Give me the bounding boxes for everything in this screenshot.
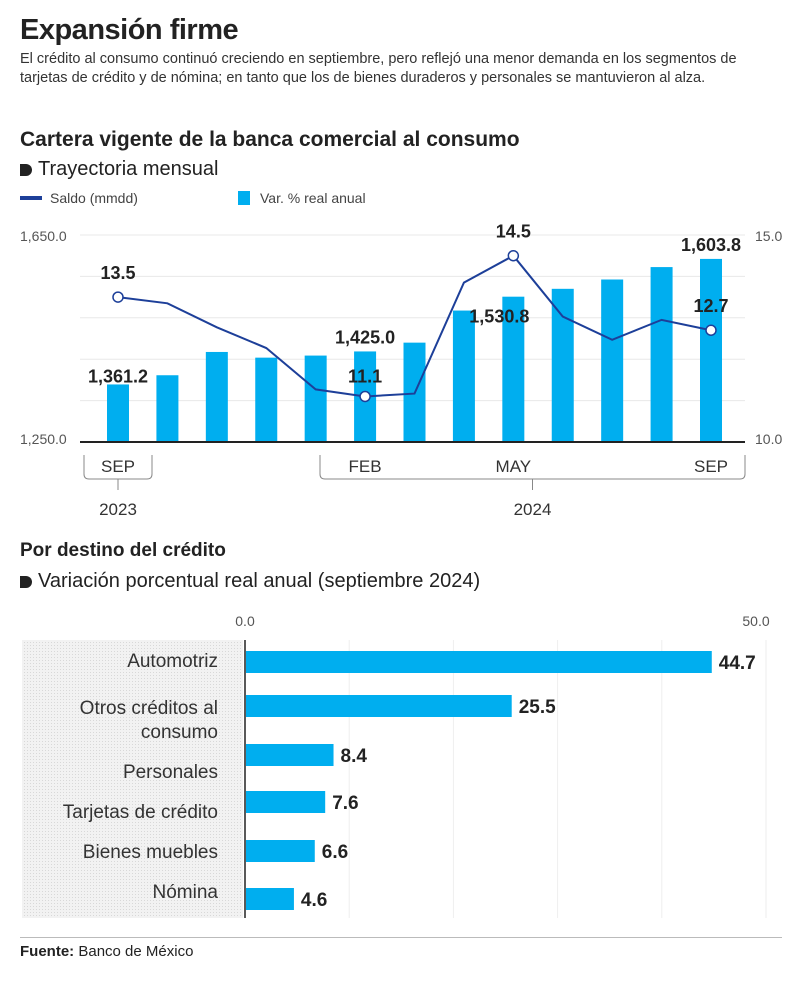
bar-2024-09 — [700, 258, 722, 442]
bar-0 — [246, 651, 712, 673]
line-marker-2023-09 — [112, 291, 124, 303]
bar-2024-01 — [304, 355, 327, 442]
category-label: Tarjetas de crédito — [63, 802, 218, 823]
chart1-plot: 13.5 11.1 14.5 12.7 1,361.2 1,425.0 1,530.8 1,6… — [20, 222, 782, 519]
line-marker-2024-02 — [359, 390, 371, 403]
bar-4 — [246, 840, 315, 862]
line-marker-2024-05 — [507, 249, 520, 262]
axis-tick: 50.0 — [742, 613, 769, 629]
line-data-label: 11.1 — [348, 366, 382, 386]
year-label: 2024 — [514, 500, 552, 519]
category-label: consumo — [141, 722, 218, 743]
bar-2024-05 — [502, 296, 525, 442]
chart1-title: Cartera vigente de la banca comercial al… — [20, 128, 520, 151]
left-axis-tick: 1,650.0 — [20, 228, 67, 244]
bar-data-label: 1,603.8 — [681, 235, 741, 255]
line-data-label: 14.5 — [496, 222, 531, 242]
chart2-title: Por destino del crédito — [20, 540, 226, 561]
chart1-subtitle-text: Trayectoria mensual — [38, 158, 219, 180]
chart2-plot: 0.0 50.0 44.7 Automotriz 25.5 Otros créditos … — [22, 613, 770, 918]
category-label: Otros créditos al — [80, 698, 218, 719]
bar-2023-09 — [107, 384, 129, 442]
value-label: 6.6 — [322, 842, 348, 863]
value-label: 4.6 — [301, 890, 327, 911]
bar-2023-10 — [156, 375, 179, 442]
bar-3 — [246, 791, 326, 813]
legend-bar-swatch — [238, 191, 250, 205]
bar-2024-04 — [452, 310, 475, 442]
bullet-icon — [20, 163, 32, 176]
chart2-subtitle-text: Variación porcentual real anual (septiem… — [38, 570, 481, 592]
axis-tick: 0.0 — [235, 613, 255, 629]
footer-divider — [20, 937, 782, 938]
year-bracket — [319, 455, 746, 490]
source-note: Fuente: Banco de México — [20, 943, 193, 960]
year-bracket — [83, 455, 153, 490]
line-marker-2024-09 — [705, 324, 717, 336]
bar-2024-06 — [551, 288, 574, 442]
page-title: Expansión firme — [20, 14, 239, 46]
saldo-line — [117, 254, 712, 398]
year-label: 2023 — [99, 500, 137, 519]
category-panel — [22, 640, 243, 918]
line-data-label: 13.5 — [100, 263, 135, 283]
category-label: Nómina — [153, 882, 219, 903]
right-axis-tick: 10.0 — [755, 431, 782, 447]
month-label: FEB — [349, 457, 382, 476]
left-axis-tick: 1,250.0 — [20, 431, 67, 447]
category-label: Automotriz — [127, 651, 218, 672]
source-label: Fuente: — [20, 943, 75, 960]
category-label: Personales — [123, 762, 218, 783]
bar-data-label: 1,530.8 — [469, 307, 529, 327]
month-label: MAY — [496, 457, 532, 476]
value-label: 44.7 — [719, 653, 756, 674]
legend-line-label: Saldo (mmdd) — [50, 190, 138, 206]
chart1-legend: Saldo (mmdd) Var. % real anual — [20, 190, 366, 206]
month-label: SEP — [694, 457, 728, 476]
bar-data-label: 1,361.2 — [88, 366, 148, 386]
value-label: 7.6 — [332, 793, 358, 814]
chart2-subtitle: Variación porcentual real anual (septiem… — [20, 570, 480, 593]
bar-1 — [246, 695, 512, 717]
source-text: Banco de México — [78, 943, 194, 960]
legend-line-swatch — [20, 196, 42, 200]
bar-data-label: 1,425.0 — [335, 327, 395, 347]
bar-2024-08 — [650, 267, 673, 442]
chart1-subtitle: Trayectoria mensual — [20, 158, 218, 181]
bar-2023-11 — [205, 351, 228, 442]
month-label: SEP — [101, 457, 135, 476]
value-label: 8.4 — [341, 746, 368, 767]
category-label: Bienes muebles — [83, 842, 218, 863]
page-subtitle: El crédito al consumo continuó creciendo… — [20, 51, 737, 86]
value-label: 25.5 — [519, 697, 556, 718]
right-axis-tick: 15.0 — [755, 228, 782, 244]
bar-5 — [246, 888, 294, 910]
bar-2023-12 — [255, 357, 278, 442]
bar-2 — [246, 744, 334, 766]
legend-bar-label: Var. % real anual — [260, 190, 366, 206]
line-data-label: 12.7 — [693, 296, 728, 316]
bullet-icon — [20, 575, 32, 588]
bar-2024-07 — [601, 279, 624, 442]
